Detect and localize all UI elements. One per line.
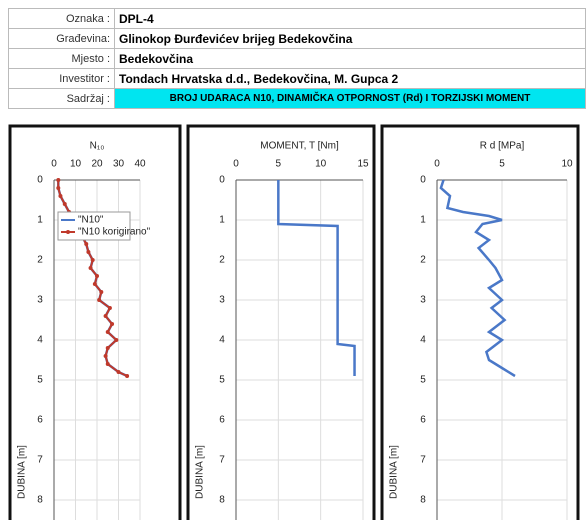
y-tick-label: 6: [420, 415, 426, 426]
data-point: [105, 330, 110, 334]
y-tick-label: 6: [37, 415, 43, 426]
data-point: [107, 306, 112, 310]
y-axis-label: DUBINA [m]: [389, 445, 400, 499]
y-tick-label: 2: [420, 255, 426, 266]
x-tick-label: 10: [70, 159, 82, 170]
header-label: Mjesto :: [8, 48, 115, 69]
y-tick-label: 1: [420, 215, 426, 226]
y-tick-label: 0: [37, 175, 43, 186]
y-tick-label: 7: [219, 455, 225, 466]
data-line: [439, 179, 516, 378]
data-point: [103, 354, 108, 358]
data-point: [97, 298, 102, 302]
x-tick-label: 15: [357, 159, 369, 170]
y-tick-label: 1: [219, 215, 225, 226]
data-point: [116, 370, 121, 374]
y-tick-label: 6: [219, 415, 225, 426]
header-table: Oznaka : DPL-4 Građevina: Glinokop Đurđević…: [8, 8, 586, 109]
data-line: [277, 180, 356, 376]
chart-frame: [186, 124, 376, 520]
x-tick-label: 0: [233, 159, 239, 170]
legend-marker: [66, 230, 70, 234]
header-row: Građevina: Glinokop Đurđevićev brijeg Bed…: [8, 28, 586, 49]
chart-title: MOMENT, T [Nm]: [260, 141, 339, 152]
y-tick-label: 1: [37, 215, 43, 226]
data-point: [110, 322, 115, 326]
data-point: [86, 250, 91, 254]
y-tick-label: 0: [420, 175, 426, 186]
x-tick-label: 5: [276, 159, 282, 170]
y-tick-label: 3: [420, 295, 426, 306]
x-tick-label: 30: [113, 159, 125, 170]
data-point: [95, 274, 99, 278]
data-point: [125, 374, 130, 378]
x-tick-label: 10: [315, 159, 327, 170]
y-axis-label: DUBINA [m]: [195, 445, 206, 499]
x-tick-label: 20: [91, 159, 103, 170]
y-tick-label: 5: [219, 375, 225, 386]
y-tick-label: 4: [420, 335, 426, 346]
chart-frame: [8, 124, 182, 520]
chart-title: R d [MPa]: [480, 141, 525, 152]
data-point: [62, 202, 67, 206]
y-tick-label: 2: [219, 255, 225, 266]
data-point: [92, 282, 97, 286]
chart-title: N₁₀: [90, 141, 105, 152]
y-tick-label: 4: [37, 335, 43, 346]
y-tick-label: 2: [37, 255, 43, 266]
x-tick-label: 5: [499, 159, 505, 170]
data-point: [114, 338, 119, 342]
x-tick-label: 0: [434, 159, 440, 170]
legend-box: [57, 211, 131, 241]
data-point: [88, 266, 93, 270]
y-tick-label: 5: [420, 375, 426, 386]
y-tick-label: 8: [420, 495, 426, 506]
data-point: [105, 362, 110, 366]
y-tick-label: 3: [219, 295, 225, 306]
data-point: [56, 178, 61, 182]
data-point: [103, 314, 108, 318]
x-tick-label: 10: [561, 159, 573, 170]
y-tick-label: 0: [219, 175, 225, 186]
data-point: [58, 194, 63, 198]
data-point: [105, 346, 110, 350]
data-point: [56, 186, 61, 190]
header-value: BROJ UDARACA N10, DINAMIČKA OTPORNOST (R…: [114, 88, 586, 109]
data-line: [57, 180, 128, 377]
header-row: Sadržaj : BROJ UDARACA N10, DINAMIČKA OTP…: [8, 88, 586, 109]
y-tick-label: 5: [37, 375, 43, 386]
y-tick-label: 7: [420, 455, 426, 466]
x-tick-label: 40: [134, 159, 146, 170]
chart-frame: [380, 124, 580, 520]
y-axis-label: DUBINA [m]: [17, 445, 28, 499]
y-tick-label: 8: [37, 495, 43, 506]
legend-label: "N10": [78, 215, 104, 226]
y-tick-label: 8: [219, 495, 225, 506]
y-tick-label: 7: [37, 455, 43, 466]
y-tick-label: 3: [37, 295, 43, 306]
y-tick-label: 4: [219, 335, 225, 346]
data-point: [84, 242, 89, 246]
data-point: [90, 258, 95, 262]
legend-label: "N10 korigirano": [78, 227, 151, 238]
x-tick-label: 0: [51, 159, 57, 170]
legend: "N10""N10 korigirano": [57, 211, 151, 241]
data-point: [99, 290, 104, 294]
